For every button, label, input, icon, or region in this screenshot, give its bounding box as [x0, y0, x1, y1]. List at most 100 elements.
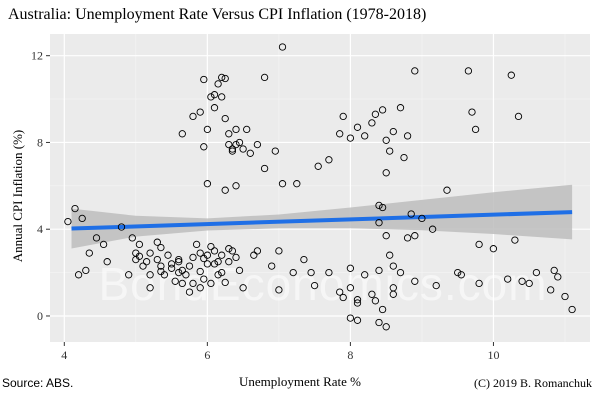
- data-point: [225, 258, 233, 266]
- data-point: [64, 217, 72, 226]
- data-point: [353, 296, 362, 304]
- data-point: [235, 266, 244, 275]
- x-tick-label: 6: [204, 348, 210, 362]
- data-point: [243, 125, 251, 134]
- data-point: [532, 268, 541, 277]
- data-point: [210, 91, 219, 99]
- data-point: [275, 247, 283, 255]
- data-point: [164, 251, 172, 259]
- data-point: [200, 75, 208, 84]
- data-point: [371, 297, 380, 305]
- plot-panel: [50, 34, 590, 342]
- data-point: [99, 240, 108, 249]
- data-point: [407, 210, 415, 218]
- data-point: [200, 275, 208, 283]
- data-point: [375, 201, 383, 210]
- data-point: [457, 271, 465, 279]
- data-point: [375, 318, 383, 327]
- data-point: [167, 260, 176, 268]
- data-point: [203, 260, 212, 268]
- data-point: [561, 292, 569, 301]
- y-tick-label: 4: [37, 222, 43, 236]
- data-point: [189, 112, 197, 121]
- y-ticks: 0 4 8 12: [31, 49, 50, 323]
- data-point: [353, 299, 362, 307]
- data-point: [225, 245, 233, 253]
- data-point: [157, 262, 165, 270]
- fit-line: [71, 210, 573, 231]
- data-point: [468, 108, 476, 116]
- data-point: [182, 271, 190, 279]
- data-point: [207, 279, 215, 288]
- data-point: [232, 140, 240, 149]
- x-axis-label: Unemployment Rate %: [238, 374, 362, 389]
- data-point: [178, 266, 186, 275]
- y-tick-label: 12: [31, 49, 43, 63]
- data-point: [185, 262, 194, 270]
- data-point: [507, 71, 515, 79]
- data-point: [225, 130, 233, 138]
- data-point: [389, 290, 397, 298]
- data-point: [153, 238, 161, 246]
- data-point: [146, 271, 154, 279]
- data-point: [196, 284, 204, 292]
- data-point: [221, 74, 229, 83]
- data-point: [218, 268, 226, 277]
- data-point: [128, 234, 136, 242]
- data-point: [232, 182, 240, 190]
- data-point: [389, 262, 397, 270]
- data-point: [471, 125, 480, 134]
- data-point: [336, 130, 344, 138]
- data-point: [568, 305, 576, 314]
- data-point: [225, 140, 233, 149]
- data-point: [218, 93, 226, 101]
- data-point: [214, 271, 222, 279]
- data-point: [403, 234, 412, 242]
- data-point: [339, 293, 347, 302]
- data-point: [314, 162, 322, 170]
- data-point: [307, 268, 315, 277]
- data-point: [361, 132, 369, 140]
- data-point: [210, 104, 219, 112]
- data-point: [246, 149, 254, 157]
- confidence-band: [71, 184, 573, 249]
- data-point: [428, 225, 437, 233]
- data-point: [210, 247, 219, 255]
- data-point: [189, 253, 197, 262]
- data-point: [325, 156, 333, 164]
- x-tick-label: 4: [61, 348, 67, 362]
- data-point: [378, 203, 387, 212]
- data-point: [203, 125, 212, 134]
- data-point: [547, 286, 555, 294]
- data-point: [368, 119, 376, 127]
- data-point: [418, 214, 426, 223]
- data-point: [411, 67, 419, 75]
- data-point: [253, 247, 262, 255]
- data-point: [525, 279, 533, 288]
- data-point: [78, 214, 86, 223]
- data-point: [207, 242, 215, 251]
- data-point: [175, 255, 183, 264]
- source-note: Source: ABS.: [2, 376, 74, 390]
- data-point: [82, 266, 90, 275]
- data-point: [400, 153, 408, 162]
- data-point: [411, 232, 419, 240]
- data-point: [171, 277, 179, 285]
- data-point: [396, 104, 405, 112]
- data-point: [443, 186, 451, 194]
- data-point: [221, 186, 229, 194]
- data-point: [382, 232, 390, 240]
- data-point: [511, 236, 519, 244]
- data-point: [353, 123, 362, 131]
- data-point: [278, 180, 287, 188]
- data-point: [235, 138, 244, 147]
- data-point: [378, 305, 387, 314]
- data-point: [92, 234, 101, 242]
- data-point: [268, 262, 276, 270]
- data-point: [153, 255, 161, 264]
- data-point: [228, 147, 237, 155]
- data-point: [386, 251, 394, 259]
- data-point: [239, 145, 247, 153]
- x-ticks: 4 6 8 10: [61, 342, 499, 362]
